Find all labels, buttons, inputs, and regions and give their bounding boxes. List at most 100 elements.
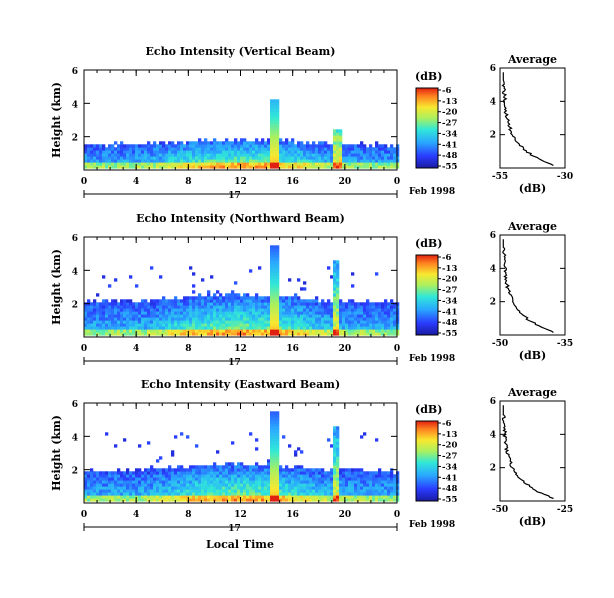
echo-cell [252,465,256,469]
echo-cell [300,153,304,157]
echo-cell [195,320,199,324]
echo-cell [276,114,280,118]
y-tick-label: 6 [72,400,78,410]
echo-cell [174,153,178,157]
echo-cell [366,305,370,309]
echo-cell [270,129,274,133]
echo-cell [129,326,133,330]
x-tick-label: 20 [339,344,352,354]
echo-cell [237,323,241,327]
echo-cell [222,159,226,163]
echo-cell [360,153,364,157]
echo-cell [267,329,271,333]
echo-cell [132,483,136,487]
echo-cell [309,314,313,318]
echo-cell [189,468,193,472]
echo-cell [234,468,238,472]
echo-cell [240,495,244,499]
echo-cell [276,417,280,421]
echo-cell [186,314,190,318]
echo-cell [201,165,205,169]
echo-cell [234,293,238,297]
echo-cell [138,153,142,157]
echo-cell [135,305,139,309]
echo-cell [294,156,298,160]
y-tick-label: 4 [72,267,78,277]
echo-cell [138,480,142,484]
echo-cell [270,411,274,415]
echo-cell [168,147,172,151]
echo-cell [387,156,391,160]
echo-cell [96,293,100,297]
echo-cell [234,323,238,327]
echo-cell [96,474,100,478]
echo-cell [363,147,367,151]
echo-cell [225,498,229,502]
echo-cell [255,144,259,148]
echo-cell [375,498,379,502]
echo-cell [213,293,217,297]
echo-cell [294,332,298,336]
echo-cell [117,153,121,157]
echo-cell [153,498,157,502]
echo-cell [270,275,274,279]
echo-cell [312,299,316,303]
echo-cell [204,153,208,157]
echo-cell [192,332,196,336]
echo-cell [183,477,187,481]
echo-cell [123,320,127,324]
echo-cell [294,492,298,496]
echo-cell [201,483,205,487]
echo-cell [396,495,400,499]
echo-cell [294,293,298,297]
echo-cell [285,147,289,151]
echo-cell [165,498,169,502]
echo-cell [270,147,274,151]
echo-cell [219,308,223,312]
echo-cell [198,480,202,484]
echo-cell [306,492,310,496]
echo-cell [108,483,112,487]
echo-cell [264,147,268,151]
echo-cell [366,329,370,333]
echo-cell [138,444,142,448]
echo-cell [282,329,286,333]
echo-cell [183,492,187,496]
echo-cell [330,326,334,330]
echo-cell [396,477,400,481]
echo-cell [135,284,139,288]
echo-cell [150,153,154,157]
echo-cell [381,471,385,475]
echo-cell [348,165,352,169]
echo-cell [246,474,250,478]
echo-cell [288,480,292,484]
echo-cell [213,296,217,300]
echo-cell [195,296,199,300]
echo-cell [123,480,127,484]
echo-cell [345,323,349,327]
echo-cell [90,486,94,490]
echo-cell [147,311,151,315]
echo-cell [222,156,226,160]
echo-cell [108,474,112,478]
echo-cell [129,483,133,487]
echo-cell [327,266,331,270]
echo-cell [357,332,361,336]
echo-cell [96,489,100,493]
average-frame [499,400,566,502]
echo-cell [180,165,184,169]
echo-cell [183,156,187,160]
echo-cell [147,468,151,472]
echo-cell [351,329,355,333]
echo-cell [255,141,259,145]
echo-cell [288,147,292,151]
echo-cell [147,495,151,499]
echo-cell [141,480,145,484]
echo-cell [366,153,370,157]
echo-cell [249,302,253,306]
echo-cell [285,474,289,478]
echo-cell [159,162,163,166]
echo-cell [126,495,130,499]
echo-cell [159,323,163,327]
echo-cell [336,323,340,327]
